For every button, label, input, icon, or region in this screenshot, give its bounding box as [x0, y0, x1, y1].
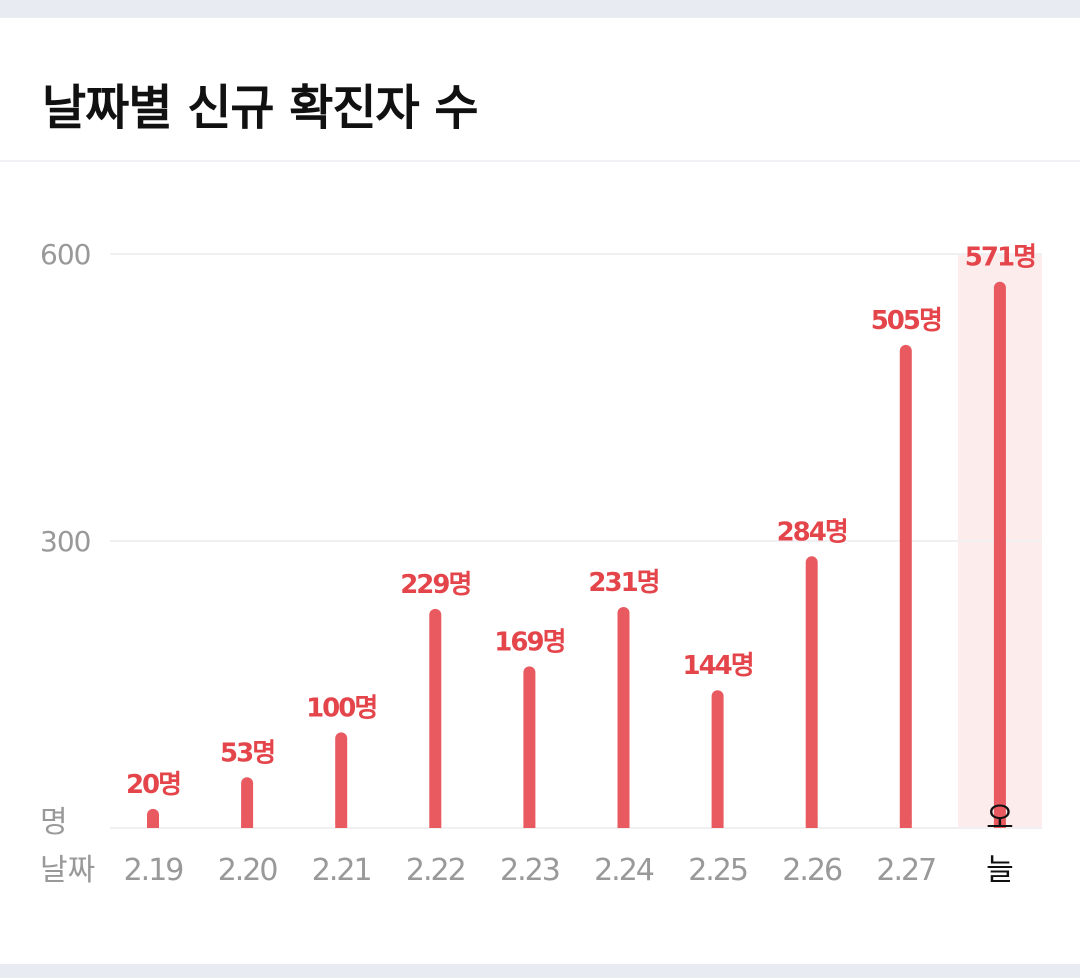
- y-tick-label-600: 600: [40, 238, 90, 271]
- bar-base-5: [617, 822, 630, 828]
- value-label-5: 231명: [588, 568, 658, 598]
- bar-7: [805, 556, 818, 828]
- bottom-band: [0, 964, 1080, 978]
- x-tick-label-0: 2.19: [124, 853, 183, 888]
- x-tick-label-2: 2.21: [312, 853, 371, 888]
- bar-base-7: [805, 822, 818, 828]
- bar-5: [617, 607, 630, 828]
- x-axis-label: 날짜: [40, 853, 95, 888]
- value-label-7: 284명: [777, 517, 847, 547]
- value-label-4: 169명: [494, 627, 564, 657]
- bar-base-6: [711, 822, 724, 828]
- value-label-6: 144명: [682, 651, 752, 681]
- value-label-8: 505명: [871, 306, 941, 336]
- title-divider: [0, 160, 1080, 162]
- bar-6: [711, 690, 724, 828]
- x-tick-label-today-line1: 오: [986, 801, 1014, 836]
- x-tick-label-5: 2.24: [594, 853, 654, 888]
- bar-base-1: [241, 822, 254, 828]
- x-tick-label-4: 2.23: [500, 853, 559, 888]
- bar-base-4: [523, 822, 536, 828]
- bar-base-2: [335, 822, 348, 828]
- bar-base-8: [899, 822, 912, 828]
- bar-base-0: [147, 822, 159, 828]
- value-label-3: 229명: [400, 570, 470, 600]
- value-label-0: 20명: [126, 770, 180, 800]
- value-label-9: 571명: [965, 243, 1035, 273]
- x-tick-label-today-line2: 늘: [986, 853, 1014, 888]
- bar-1: [241, 777, 254, 828]
- x-tick-label-8: 2.27: [876, 853, 935, 888]
- bar-2: [335, 732, 348, 828]
- page-title: 날짜별 신규 확진자 수: [42, 80, 479, 136]
- value-label-1: 53명: [220, 738, 274, 768]
- bar-8: [899, 344, 912, 828]
- y-axis-unit-label: 명: [40, 805, 68, 840]
- x-tick-label-3: 2.22: [406, 853, 465, 888]
- x-tick-label-7: 2.26: [782, 853, 842, 888]
- x-tick-label-1: 2.20: [218, 853, 278, 888]
- bar-4: [523, 666, 536, 828]
- bar-base-9: [993, 822, 1006, 828]
- y-tick-label-300: 300: [40, 525, 90, 558]
- x-tick-label-6: 2.25: [688, 853, 747, 888]
- bar-9: [993, 281, 1006, 828]
- bar-3: [429, 608, 442, 828]
- bar-base-3: [429, 822, 442, 828]
- value-label-2: 100명: [306, 693, 376, 723]
